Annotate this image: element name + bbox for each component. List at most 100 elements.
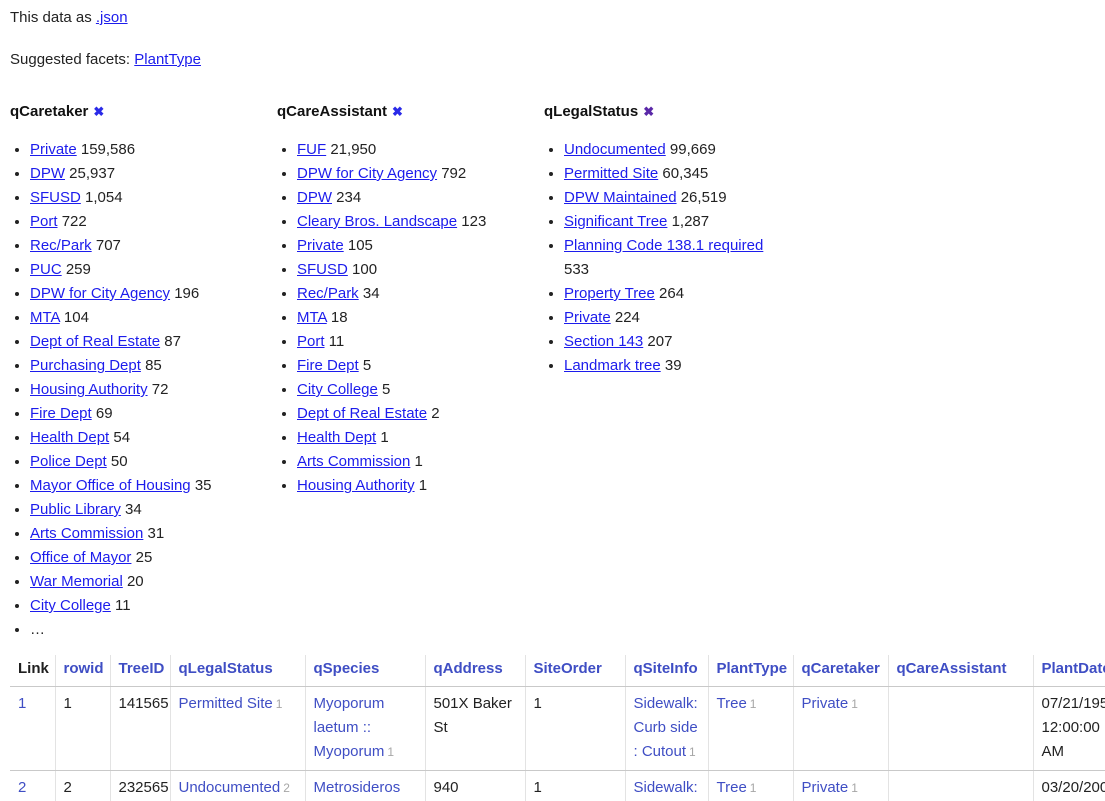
facet-value-link[interactable]: MTA: [30, 309, 60, 326]
facet-close-icon[interactable]: ✖: [643, 104, 655, 119]
facet-value-link[interactable]: Purchasing Dept: [30, 357, 141, 374]
column-header-link[interactable]: qSiteInfo: [633, 660, 698, 677]
facet-value-link[interactable]: Mayor Office of Housing: [30, 477, 191, 494]
facet-value-link[interactable]: Port: [297, 333, 325, 350]
column-header-qsiteinfo[interactable]: qSiteInfo: [624, 655, 708, 687]
facet-value-link[interactable]: Planning Code 138.1 required: [564, 237, 764, 254]
column-header-link[interactable]: qSpecies: [313, 660, 380, 677]
column-header-qaddress[interactable]: qAddress: [424, 655, 525, 687]
column-header-link[interactable]: PlantType: [716, 660, 788, 677]
facet-value-item: DPW for City Agency 792: [297, 162, 544, 186]
cell-plantdate: 03/20/2008 12:00:00 AM: [1032, 770, 1105, 801]
data-export-line: This data as .json: [10, 8, 1105, 27]
facet-value-link[interactable]: SFUSD: [297, 261, 348, 278]
facet-results: qCaretaker✖Private 159,586DPW 25,937SFUS…: [10, 102, 1105, 642]
facet-value-link[interactable]: Fire Dept: [297, 357, 359, 374]
facet-value-count: 105: [347, 237, 373, 254]
facet-value-link[interactable]: Property Tree: [564, 285, 655, 302]
facet-value-link[interactable]: War Memorial: [30, 573, 123, 590]
facet-value-link[interactable]: Office of Mayor: [30, 549, 132, 566]
column-header-link[interactable]: qCareAssistant: [896, 660, 1007, 677]
column-header-link[interactable]: qLegalStatus: [178, 660, 273, 677]
facet-value-link[interactable]: FUF: [297, 141, 327, 158]
facet-value-count: 60,345: [662, 165, 709, 182]
facet-value-link[interactable]: DPW for City Agency: [30, 285, 171, 302]
facet-value-link[interactable]: Section 143: [564, 333, 644, 350]
facet-value-link[interactable]: Housing Authority: [30, 381, 148, 398]
facet-value-item: Purchasing Dept 85: [30, 354, 277, 378]
row-link[interactable]: 2: [18, 779, 27, 796]
facet-value-count: 21,950: [330, 141, 377, 158]
facet-value-link[interactable]: Port: [30, 213, 58, 230]
facet-value-item: Port 11: [297, 330, 544, 354]
facet-value-link[interactable]: Permitted Site: [564, 165, 659, 182]
cell-value-link[interactable]: Sidewalk: Curb side : Cutout: [633, 779, 698, 796]
column-header-link[interactable]: TreeID: [118, 660, 165, 677]
facet-value-link[interactable]: Cleary Bros. Landscape: [297, 213, 458, 230]
facet-value-link[interactable]: Arts Commission: [297, 453, 411, 470]
facet-value-count: 26,519: [680, 189, 727, 206]
facet-value-link[interactable]: Arts Commission: [30, 525, 144, 542]
facet-value-link[interactable]: City College: [30, 597, 111, 614]
cell-value-link[interactable]: Sidewalk: Curb side : Cutout: [633, 695, 698, 760]
facet-value-link[interactable]: Health Dept: [30, 429, 110, 446]
suggested-facet-link[interactable]: PlantType: [134, 51, 201, 68]
facet-value-link[interactable]: Public Library: [30, 501, 121, 518]
json-export-link[interactable]: .json: [95, 9, 128, 26]
facet-value-count: 1: [418, 477, 428, 494]
facet-value-count: 159,586: [80, 141, 136, 158]
cell-value-link[interactable]: Private: [801, 779, 849, 796]
facet-value-link[interactable]: Fire Dept: [30, 405, 92, 422]
cell-value-link[interactable]: Tree: [716, 779, 747, 796]
cell-value-link[interactable]: Metrosideros excelsa :: New Zealand Xmas…: [313, 779, 401, 796]
facet-value-link[interactable]: DPW: [30, 165, 65, 182]
column-header-link[interactable]: qCaretaker: [801, 660, 880, 677]
facet-close-icon[interactable]: ✖: [392, 104, 403, 119]
column-header-qcaretaker[interactable]: qCaretaker: [792, 655, 888, 687]
facet-value-item: Arts Commission 31: [30, 522, 277, 546]
column-header-planttype[interactable]: PlantType: [707, 655, 793, 687]
facet-value-link[interactable]: Significant Tree: [564, 213, 668, 230]
facet-value-link[interactable]: Private: [564, 309, 611, 326]
facet-value-link[interactable]: PUC: [30, 261, 62, 278]
facet-value-link[interactable]: SFUSD: [30, 189, 81, 206]
facet-value-link[interactable]: Dept of Real Estate: [297, 405, 428, 422]
facet-value-link[interactable]: MTA: [297, 309, 327, 326]
column-header-siteorder[interactable]: SiteOrder: [524, 655, 625, 687]
column-header-treeid[interactable]: TreeID: [109, 655, 170, 687]
facet-value-link[interactable]: DPW for City Agency: [297, 165, 438, 182]
facet-value-link[interactable]: Undocumented: [564, 141, 666, 158]
facet-value-link[interactable]: Health Dept: [297, 429, 377, 446]
column-header-link[interactable]: PlantDate: [1041, 660, 1105, 677]
row-link[interactable]: 1: [18, 695, 27, 712]
facet-value-link[interactable]: Rec/Park: [30, 237, 92, 254]
facet-value-link[interactable]: Police Dept: [30, 453, 107, 470]
cell-value-link[interactable]: Tree: [716, 695, 747, 712]
cell-qspecies: Metrosideros excelsa :: New Zealand Xmas…: [304, 770, 425, 801]
column-header-rowid[interactable]: rowid: [54, 655, 110, 687]
facet-value-item: Public Library 34: [30, 498, 277, 522]
facet-value-link[interactable]: City College: [297, 381, 378, 398]
facet-value-link[interactable]: DPW Maintained: [564, 189, 677, 206]
column-header-plantdate[interactable]: PlantDate: [1032, 655, 1105, 687]
cell-value-link[interactable]: Undocumented: [178, 779, 281, 796]
facet-value-item: Private 159,586: [30, 138, 277, 162]
facet-more-item[interactable]: …: [30, 618, 277, 642]
facet-value-link[interactable]: Landmark tree: [564, 357, 661, 374]
column-header-qcareassistant[interactable]: qCareAssistant: [887, 655, 1033, 687]
cell-value-link[interactable]: Permitted Site: [178, 695, 273, 712]
facet-value-link[interactable]: Dept of Real Estate: [30, 333, 161, 350]
column-header-link[interactable]: qAddress: [433, 660, 503, 677]
facet-close-icon[interactable]: ✖: [93, 104, 105, 119]
facet-value-link[interactable]: Private: [30, 141, 77, 158]
facet-value-link[interactable]: Private: [297, 237, 344, 254]
facet-value-link[interactable]: Housing Authority: [297, 477, 415, 494]
column-header-link[interactable]: rowid: [63, 660, 104, 677]
column-header-qlegalstatus[interactable]: qLegalStatus: [169, 655, 305, 687]
cell-value-link[interactable]: Private: [801, 695, 849, 712]
facet-value-link[interactable]: Rec/Park: [297, 285, 359, 302]
column-header-qspecies[interactable]: qSpecies: [304, 655, 425, 687]
column-header-link[interactable]: SiteOrder: [533, 660, 602, 677]
cell-value-link[interactable]: Myoporum laetum :: Myoporum: [313, 695, 385, 760]
facet-value-link[interactable]: DPW: [297, 189, 332, 206]
